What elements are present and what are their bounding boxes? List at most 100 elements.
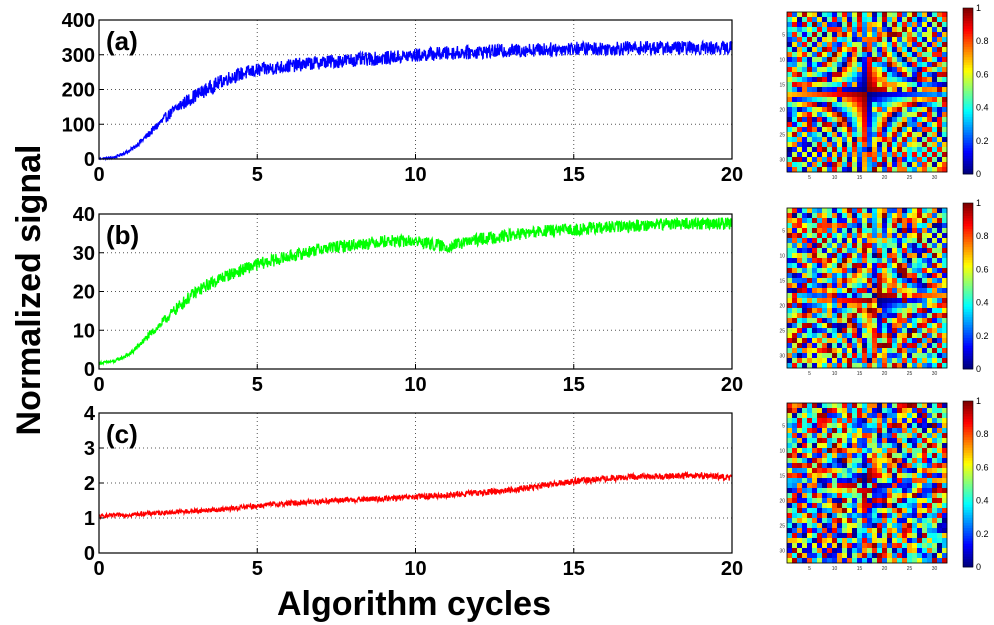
heatmap-cell: [872, 112, 878, 118]
heatmap-cell: [842, 403, 848, 409]
heatmap-cell: [882, 313, 888, 319]
heatmap-cell: [787, 253, 793, 259]
heatmap-cell: [847, 363, 853, 369]
heatmap-cell: [817, 233, 823, 239]
y-tick-label: 400: [62, 10, 95, 32]
heatmap-cell: [822, 498, 828, 504]
heatmap-cell: [912, 523, 918, 529]
heatmap-cell: [887, 258, 893, 264]
heatmap-cell: [797, 17, 803, 23]
heatmap-cell: [922, 243, 928, 249]
heatmap-cell: [877, 152, 883, 158]
heatmap-cell: [917, 22, 923, 28]
heatmap-cell: [787, 208, 793, 214]
heatmap-cell: [912, 543, 918, 549]
heatmap-cell: [912, 258, 918, 264]
heatmap-cell: [807, 142, 813, 148]
heatmap-cell: [932, 408, 938, 414]
heatmap-cell: [862, 443, 868, 449]
heatmap-cell: [837, 137, 843, 143]
heatmap-cell: [817, 102, 823, 108]
colorbar-tick-label: 0.4: [976, 103, 989, 113]
heatmap-cell: [897, 468, 903, 474]
heatmap-cell: [917, 468, 923, 474]
heatmap-cell: [847, 508, 853, 514]
heatmap-cell: [882, 72, 888, 78]
heatmap-cell: [842, 52, 848, 58]
heatmap-cell: [822, 273, 828, 279]
heatmap-cell: [842, 533, 848, 539]
heatmap-cell: [897, 238, 903, 244]
heatmap-cell: [867, 548, 873, 554]
heatmap-cell: [792, 403, 798, 409]
heatmap-cell: [857, 478, 863, 484]
heatmap-cell: [932, 22, 938, 28]
heatmap-cell: [902, 213, 908, 219]
heatmap-cell: [937, 92, 943, 98]
heatmap-cell: [907, 338, 913, 344]
heatmap-cell: [897, 333, 903, 339]
heatmap-cell: [827, 528, 833, 534]
heatmap-cell: [912, 112, 918, 118]
colorbar-segment: [963, 15, 973, 19]
heatmap-cell: [867, 443, 873, 449]
heatmap-cell: [832, 112, 838, 118]
heatmap-cell: [837, 433, 843, 439]
heatmap-cell: [832, 538, 838, 544]
heatmap-cell: [922, 423, 928, 429]
heatmap-cell: [912, 443, 918, 449]
heatmap-cell: [822, 338, 828, 344]
heatmap-cell: [857, 423, 863, 429]
heatmap-cell: [892, 117, 898, 123]
heatmap-cell: [872, 137, 878, 143]
heatmap-cell: [807, 17, 813, 23]
heatmap-cell: [817, 228, 823, 234]
heatmap-cell: [827, 288, 833, 294]
heatmap-cell: [812, 503, 818, 509]
heatmap-cell: [912, 453, 918, 459]
heatmap-cell: [882, 433, 888, 439]
heatmap-cell: [832, 518, 838, 524]
heatmap-cell: [942, 97, 948, 103]
heatmap-cell: [892, 528, 898, 534]
heatmap-cell: [912, 157, 918, 163]
heatmap-cell: [787, 268, 793, 274]
heatmap-cell: [912, 42, 918, 48]
heatmap-cell: [797, 72, 803, 78]
heatmap-cell: [827, 448, 833, 454]
heatmap-cell: [807, 428, 813, 434]
heatmap-cell: [797, 22, 803, 28]
heatmap-cell: [792, 478, 798, 484]
heatmap-cell: [917, 418, 923, 424]
heatmap-cell: [792, 448, 798, 454]
heatmap-cell: [837, 62, 843, 68]
heatmap-cell: [862, 448, 868, 454]
heatmap-cell: [837, 298, 843, 304]
colorbar-segment: [963, 270, 973, 274]
heatmap-cell: [892, 47, 898, 53]
heatmap-cell: [942, 127, 948, 133]
heatmap-cell: [942, 263, 948, 269]
heatmap-cell: [842, 558, 848, 564]
heatmap-cell: [832, 32, 838, 38]
heatmap-cell: [927, 298, 933, 304]
heatmap-cell: [802, 208, 808, 214]
heatmap-cell: [887, 358, 893, 364]
heatmap-cell: [922, 32, 928, 38]
heatmap-cell: [882, 57, 888, 63]
heatmap-cell: [902, 513, 908, 519]
heatmap-cell: [907, 258, 913, 264]
heatmap-cell: [862, 308, 868, 314]
heatmap-cell: [837, 413, 843, 419]
colorbar-segment: [963, 132, 973, 136]
heatmap-cell: [912, 273, 918, 279]
heatmap-cell: [827, 97, 833, 103]
colorbar-segment: [963, 155, 973, 159]
heatmap-cell: [842, 548, 848, 554]
heatmap-cell: [932, 303, 938, 309]
heatmap-cell: [852, 208, 858, 214]
heatmap-cell: [907, 112, 913, 118]
colorbar-segment: [963, 247, 973, 251]
heatmap-cell: [792, 142, 798, 148]
heatmap-cell: [817, 533, 823, 539]
